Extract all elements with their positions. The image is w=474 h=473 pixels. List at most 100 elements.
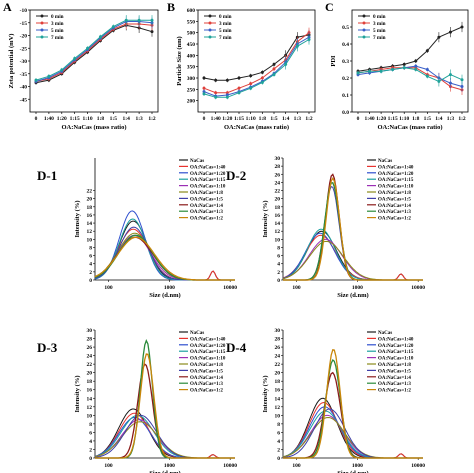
legend-label: OA:NaCas=1:40 [190,337,226,342]
y-tick-label: 8 [89,245,92,251]
y-tick-label: -40 [20,85,28,91]
x-axis-label: Size (d.nm) [337,292,368,299]
x-tick-label: 1:4 [435,116,443,122]
y-tick-label: 6 [277,254,280,260]
panel-a-letter: A [3,0,12,14]
x-tick-label: 1:20 [376,116,386,122]
y-tick-label: 14 [87,396,93,402]
legend-marker [40,28,44,32]
y-tick-label: 6 [89,430,92,436]
legend-label: 3 min [373,21,386,27]
y-tick-label: 10 [275,413,281,419]
y-tick-label: 0.3 [342,59,349,65]
distribution-curve [94,236,235,281]
distribution-curve [282,238,423,281]
data-point [379,69,383,73]
y-tick-label: 0.0 [342,110,349,116]
y-tick-label: 500 [187,31,196,37]
distribution-curve [94,412,235,459]
y-tick-label: 8 [277,422,280,428]
x-tick-label: 1:20 [222,116,232,122]
y-tick-label: 2 [277,447,280,453]
y-tick-label: 24 [275,354,281,360]
legend-label: OA:NaCas=1:4 [378,204,411,209]
series-line [357,26,463,72]
x-tick-label: 1:3 [294,116,302,122]
data-point [150,30,154,34]
data-point [60,68,64,72]
y-tick-label: 12 [87,229,93,235]
series-line [35,19,152,81]
y-tick-label: 400 [187,53,196,59]
y-tick-label: 12 [87,405,93,411]
x-axis-label: Size (d.nm) [337,470,368,473]
panel-d1-size-distribution: D-1 0 2 4 6 8 10 12 14 16 18 20 22 100 1000 10000 Size (… [37,158,237,299]
data-point [414,59,418,63]
y-axis-label: Zeta potential (mV) [8,34,15,89]
y-tick-label: 10 [87,237,93,243]
x-tick-label: 1:3 [135,116,143,122]
x-tick-label: 100 [292,463,301,469]
legend-label: OA:NaCas=1:3 [378,210,411,215]
series-line [357,67,463,82]
x-tick-label: 1:15 [70,116,80,122]
data-point [425,74,429,78]
y-tick-label: 26 [275,345,281,351]
y-axis-label: Intensity (%) [74,200,81,237]
data-point [98,35,102,39]
y-tick-label: 22 [275,362,281,368]
y-tick-label: 0.2 [342,76,349,82]
data-point [260,76,264,80]
y-tick-label: 26 [275,172,281,178]
x-tick-label: 1:2 [305,116,313,122]
legend-label: OA:NaCas=1:4 [190,376,223,381]
data-point [284,62,288,66]
y-tick-label: 4 [89,262,92,268]
data-point [202,86,206,90]
legend-label: OA:NaCas=1:8 [190,363,223,368]
legend-marker [362,21,366,25]
x-tick-label: 1:8 [259,116,267,122]
y-tick-label: 30 [275,156,281,162]
legend-marker [40,21,44,25]
legend-label: 0 min [51,14,64,20]
x-tick-label: 1:4 [123,116,131,122]
data-point [460,85,464,88]
legend-marker [362,14,366,18]
distribution-curve [94,220,235,281]
y-tick-label: 22 [87,362,93,368]
y-tick-label: 550 [187,19,196,25]
x-axis-label: Size (d.nm) [149,292,180,299]
data-point [47,74,51,78]
x-tick-label: 10000 [411,463,425,469]
data-point [124,18,128,22]
data-point [414,64,418,68]
legend-label: 0 min [373,14,386,20]
data-point [225,95,229,99]
legend-label: 3 min [51,21,64,27]
legend-label: OA:NaCas=1:15 [378,178,414,183]
legend-marker [208,14,212,18]
x-tick-label: 10000 [223,285,237,291]
x-axis-label: OA:NaCas (mass ratio) [378,124,443,131]
y-tick-label: 28 [275,337,281,343]
legend-label: OA:NaCas=1:20 [378,172,414,177]
y-tick-label: 300 [187,76,196,82]
data-point [272,62,276,66]
data-point [34,78,38,82]
data-point [448,81,452,85]
data-point [425,68,429,71]
data-point [437,79,441,83]
y-tick-label: 24 [87,354,93,360]
y-tick-label: 4 [277,262,280,268]
x-tick-label: 1:2 [458,116,466,122]
y-tick-label: 28 [87,337,93,343]
distribution-curve [94,408,235,459]
legend-label: OA:NaCas=1:10 [378,357,414,362]
legend-label: OA:NaCas=1:10 [190,185,226,190]
plot-frame [351,9,469,113]
y-axis-label: Intensity (%) [262,200,269,237]
panel-a-zeta-potential-chart: A -45-40-35-30-25-20-15-100 1:40 1:20 1:15 1… [3,0,159,131]
x-tick-label: 1:2 [148,116,156,122]
panel-id: D-3 [37,340,58,355]
